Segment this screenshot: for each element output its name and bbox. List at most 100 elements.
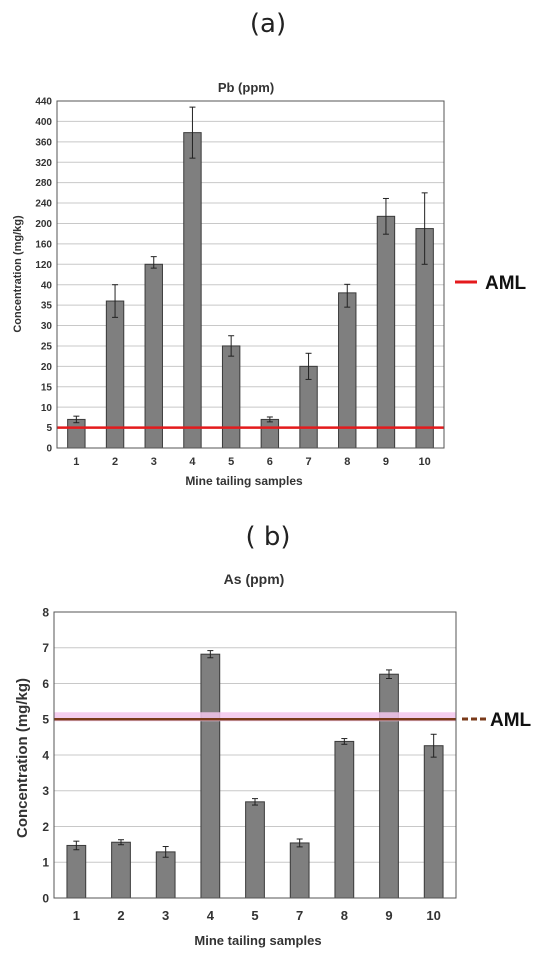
- y-tick-label: 5: [46, 423, 52, 434]
- bar: [111, 841, 131, 899]
- error-bar: [421, 192, 428, 265]
- chart-as: As (ppm) 0 1 2 3 4 5 6 7 8 1 2 3 4 5 7 8 9 10 Mine taili…: [14, 571, 532, 948]
- error-bar: [252, 798, 258, 806]
- error-bar: [344, 283, 351, 308]
- y-tick-label: 120: [35, 260, 52, 271]
- chart-as-x-tick-labels: 1 2 3 4 5 7 8 9 10: [73, 908, 441, 923]
- chart-as-x-axis-label: Mine tailing samples: [194, 933, 321, 948]
- error-bar: [207, 650, 214, 659]
- x-tick-label: 5: [251, 908, 258, 923]
- x-tick-label: 5: [228, 456, 234, 468]
- bar: [334, 740, 355, 899]
- y-tick-label: 5: [42, 713, 49, 727]
- bar: [221, 345, 241, 449]
- panel-label-b: ( b): [245, 522, 290, 552]
- chart-pb-x-tick-labels: 1 2 3 4 5 6 7 8 9 10: [73, 456, 430, 468]
- x-tick-label: 3: [151, 456, 157, 468]
- y-tick-label: 40: [41, 280, 53, 291]
- bar: [423, 745, 444, 899]
- y-tick-label: 15: [41, 382, 53, 393]
- chart-as-aml-highlight: [54, 712, 456, 722]
- error-bar: [266, 416, 273, 423]
- chart-as-y-axis-label: Concentration (mg/kg): [14, 678, 31, 838]
- y-tick-label: 160: [35, 239, 52, 250]
- bar: [338, 292, 357, 449]
- error-bar: [73, 840, 80, 851]
- error-bar: [430, 733, 437, 758]
- y-tick-label: 2: [42, 820, 49, 834]
- bar: [183, 132, 202, 449]
- y-tick-label: 30: [41, 321, 53, 332]
- chart-pb-error-bars: [73, 106, 428, 424]
- x-tick-label: 8: [341, 908, 348, 923]
- chart-as-y-tick-labels: 0 1 2 3 4 5 6 7 8: [42, 605, 49, 905]
- y-tick-label: 3: [42, 784, 49, 798]
- error-bar: [386, 669, 392, 679]
- bar: [105, 300, 125, 449]
- error-bar: [341, 738, 348, 745]
- error-bar: [112, 284, 119, 318]
- bar: [155, 851, 176, 899]
- chart-pb-y-axis-label: Concentration (mg/kg): [12, 215, 24, 333]
- bar: [376, 215, 396, 449]
- bar: [66, 844, 87, 899]
- y-tick-label: 360: [35, 137, 52, 148]
- x-tick-label: 9: [385, 908, 392, 923]
- bar: [67, 418, 86, 449]
- chart-as-title: As (ppm): [224, 571, 285, 587]
- y-tick-label: 240: [35, 199, 52, 210]
- chart-pb-bars: [67, 132, 434, 449]
- chart-as-plot-frame: [53, 611, 457, 899]
- error-bar: [118, 839, 124, 846]
- x-tick-label: 6: [267, 456, 273, 468]
- chart-pb-legend-label: AML: [485, 273, 527, 294]
- y-tick-label: 7: [42, 641, 49, 655]
- x-tick-label: 4: [189, 456, 196, 468]
- y-tick-label: 35: [41, 301, 53, 312]
- y-tick-label: 320: [35, 158, 52, 169]
- y-tick-label: 200: [35, 219, 52, 230]
- x-tick-label: 2: [117, 908, 124, 923]
- bar: [379, 673, 399, 899]
- bar: [245, 801, 265, 899]
- y-tick-label: 10: [41, 403, 53, 414]
- chart-as-bars: [66, 653, 444, 899]
- y-tick-label: 0: [42, 891, 49, 905]
- x-tick-label: 3: [162, 908, 169, 923]
- y-tick-label: 25: [41, 342, 53, 353]
- x-tick-label: 9: [383, 456, 389, 468]
- x-tick-label: 1: [73, 456, 79, 468]
- x-tick-label: 1: [73, 908, 80, 923]
- chart-pb-x-axis-label: Mine tailing samples: [185, 474, 303, 488]
- error-bar: [162, 846, 169, 858]
- bar: [200, 653, 221, 899]
- bar: [144, 263, 163, 449]
- error-bar: [296, 838, 303, 848]
- y-tick-label: 6: [42, 677, 49, 691]
- bar: [289, 842, 310, 899]
- x-tick-label: 2: [112, 456, 118, 468]
- y-tick-label: 440: [35, 97, 52, 108]
- error-bar: [382, 197, 389, 235]
- x-tick-label: 10: [419, 456, 431, 468]
- chart-pb-y-tick-labels: 0 5 10 15 20 25 30 35 40 120 160 200 240 280 320 360 400…: [35, 97, 52, 455]
- chart-as-legend-label: AML: [490, 710, 532, 731]
- y-tick-label: 4: [42, 748, 49, 762]
- x-tick-label: 7: [296, 908, 303, 923]
- x-tick-label: 4: [207, 908, 215, 923]
- x-tick-label: 8: [344, 456, 350, 468]
- bar: [260, 418, 280, 449]
- y-tick-label: 1: [42, 856, 49, 870]
- y-tick-label: 0: [46, 444, 52, 455]
- error-bar: [73, 415, 80, 424]
- error-bar: [228, 335, 235, 357]
- chart-pb-plot-frame: [56, 100, 445, 449]
- chart-pb-title: Pb (ppm): [218, 80, 274, 95]
- x-tick-label: 10: [426, 908, 440, 923]
- y-tick-label: 280: [35, 178, 52, 189]
- chart-pb: Pb (ppm) 0510152025303540120160200240280…: [12, 80, 527, 488]
- y-tick-label: 8: [42, 605, 49, 619]
- y-tick-label: 20: [41, 362, 53, 373]
- x-tick-label: 7: [305, 456, 311, 468]
